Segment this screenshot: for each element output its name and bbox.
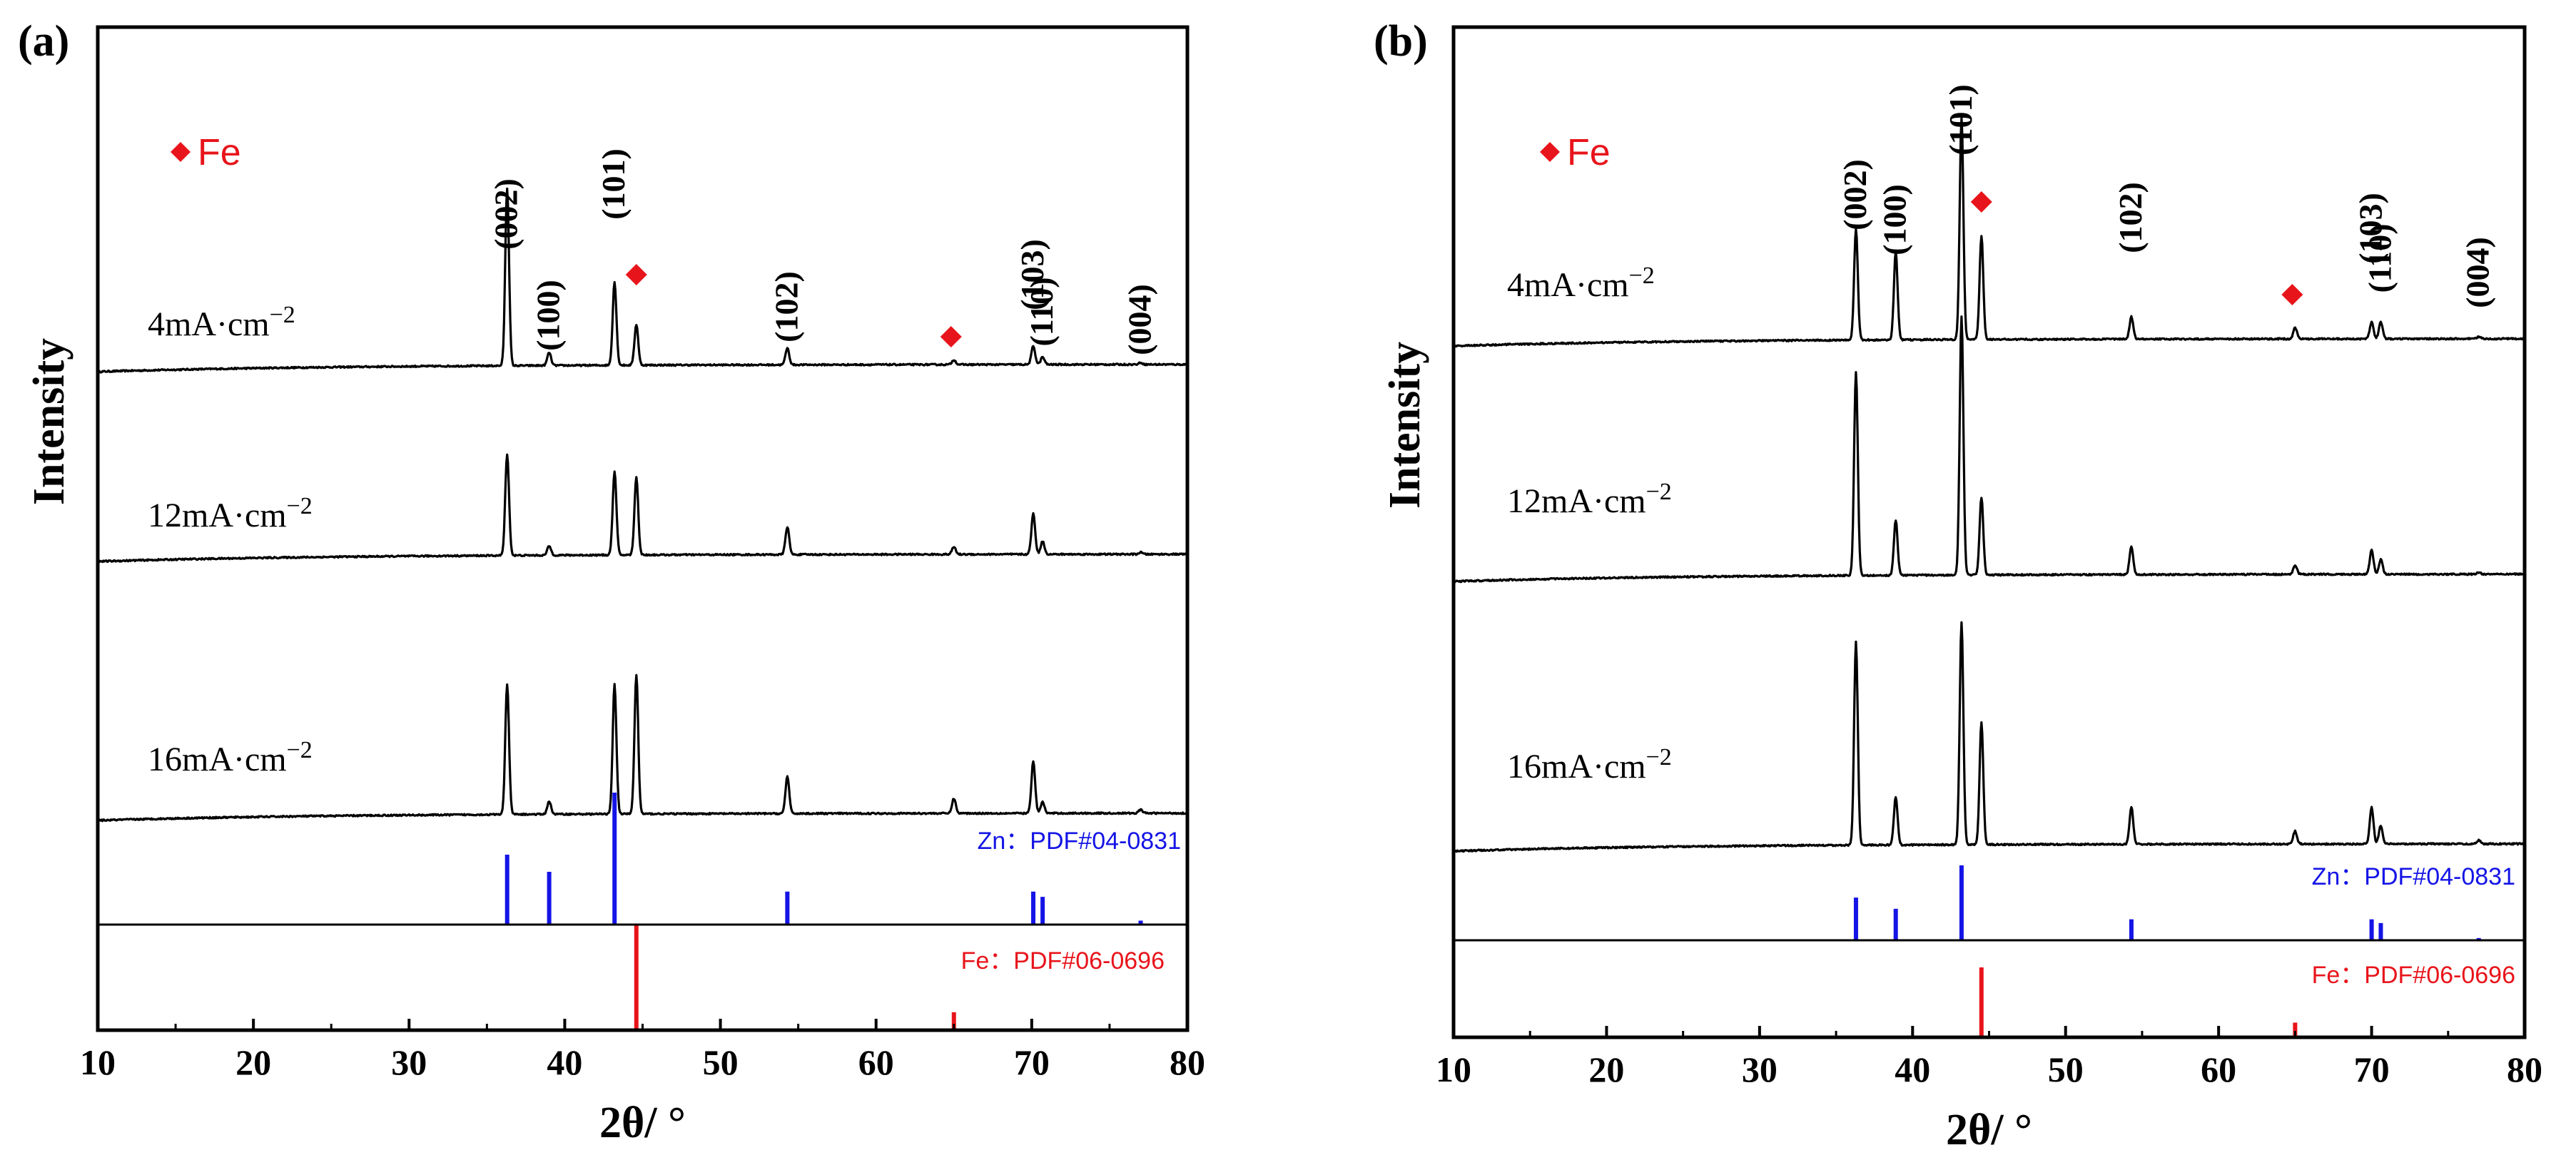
peak-label: (102): [2112, 182, 2149, 253]
series-line-3: [1452, 621, 2525, 853]
legend-label: Fe: [198, 132, 241, 173]
x-tick-label: 70: [2354, 1049, 2390, 1089]
peak-label: (101): [1942, 84, 1979, 156]
peak-label: (100): [1877, 184, 1913, 255]
peak-label: (101): [595, 148, 632, 220]
legend-label: Fe: [1567, 132, 1611, 173]
x-tick-label: 40: [1895, 1049, 1930, 1089]
x-tick-label: 20: [1588, 1049, 1624, 1089]
series-label-1: 4mA·cm−2: [148, 302, 295, 343]
fe-marker: [625, 264, 647, 285]
x-tick-label: 40: [547, 1042, 582, 1082]
legend-marker: [171, 142, 191, 162]
series-line-3: [96, 673, 1189, 823]
panel-label: (b): [1374, 17, 1428, 66]
y-axis-label: Intensity: [25, 338, 73, 505]
fe-marker: [1970, 191, 1992, 213]
x-axis-label: 2θ/ °: [599, 1099, 686, 1147]
x-axis-label: 2θ/ °: [1946, 1106, 2032, 1154]
y-axis-label: Intensity: [1381, 342, 1429, 509]
x-tick-label: 10: [1436, 1049, 1471, 1089]
series-line-1: [1453, 117, 2525, 348]
x-tick-label: 50: [2048, 1049, 2084, 1089]
series-line-1: [96, 187, 1189, 374]
panel-a: (a) 4mA·cm−2 12mA·cm−2 16mA·cm−2 (002)(100) (…: [18, 17, 1205, 1147]
zn-reference-name: Zn：PDF#04-0831: [2312, 863, 2515, 890]
series-line-2: [97, 453, 1189, 564]
peak-label: (100): [530, 280, 567, 351]
peak-label: (103): [2353, 193, 2389, 264]
fe-marker: [2281, 284, 2303, 305]
peak-label: (110): [1023, 277, 1060, 346]
x-tick-label: 20: [235, 1042, 271, 1082]
series-label-3: 16mA·cm−2: [1507, 744, 1672, 785]
fe-marker: [940, 326, 962, 347]
peak-label: (002): [488, 178, 524, 250]
x-tick-label: 50: [703, 1042, 739, 1082]
x-tick-label: 80: [1170, 1042, 1205, 1082]
x-tick-label: 10: [80, 1042, 116, 1082]
peak-label: (102): [768, 271, 804, 342]
peak-label: (103): [1014, 239, 1050, 310]
fe-reference-name: Fe：PDF#06-0696: [2312, 962, 2515, 989]
zn-reference-name: Zn：PDF#04-0831: [978, 828, 1181, 855]
x-tick-label: 30: [391, 1042, 427, 1082]
series-label-2: 12mA·cm−2: [148, 493, 313, 534]
x-tick-label: 70: [1014, 1042, 1050, 1082]
series-line-2: [1452, 315, 2525, 584]
peak-label: (004): [2460, 237, 2496, 308]
series-label-1: 4mA·cm−2: [1507, 263, 1655, 304]
series-label-2: 12mA·cm−2: [1507, 479, 1672, 520]
x-tick-label: 30: [1742, 1049, 1778, 1089]
series-label-3: 16mA·cm−2: [148, 737, 313, 778]
peak-label: (004): [1122, 284, 1158, 355]
fe-reference-name: Fe：PDF#06-0696: [961, 947, 1165, 975]
peak-label: (002): [1837, 159, 1873, 230]
panel-label: (a): [18, 17, 69, 66]
x-tick-label: 80: [2507, 1049, 2542, 1089]
x-tick-label: 60: [858, 1042, 894, 1082]
x-tick-label: 60: [2201, 1049, 2236, 1089]
peak-label: (110): [2361, 223, 2398, 292]
legend-marker: [1540, 142, 1560, 162]
panel-b: (b) 4mA·cm−2 12mA·cm−2 16mA·cm−2 (002) (100) (…: [1374, 17, 2542, 1154]
